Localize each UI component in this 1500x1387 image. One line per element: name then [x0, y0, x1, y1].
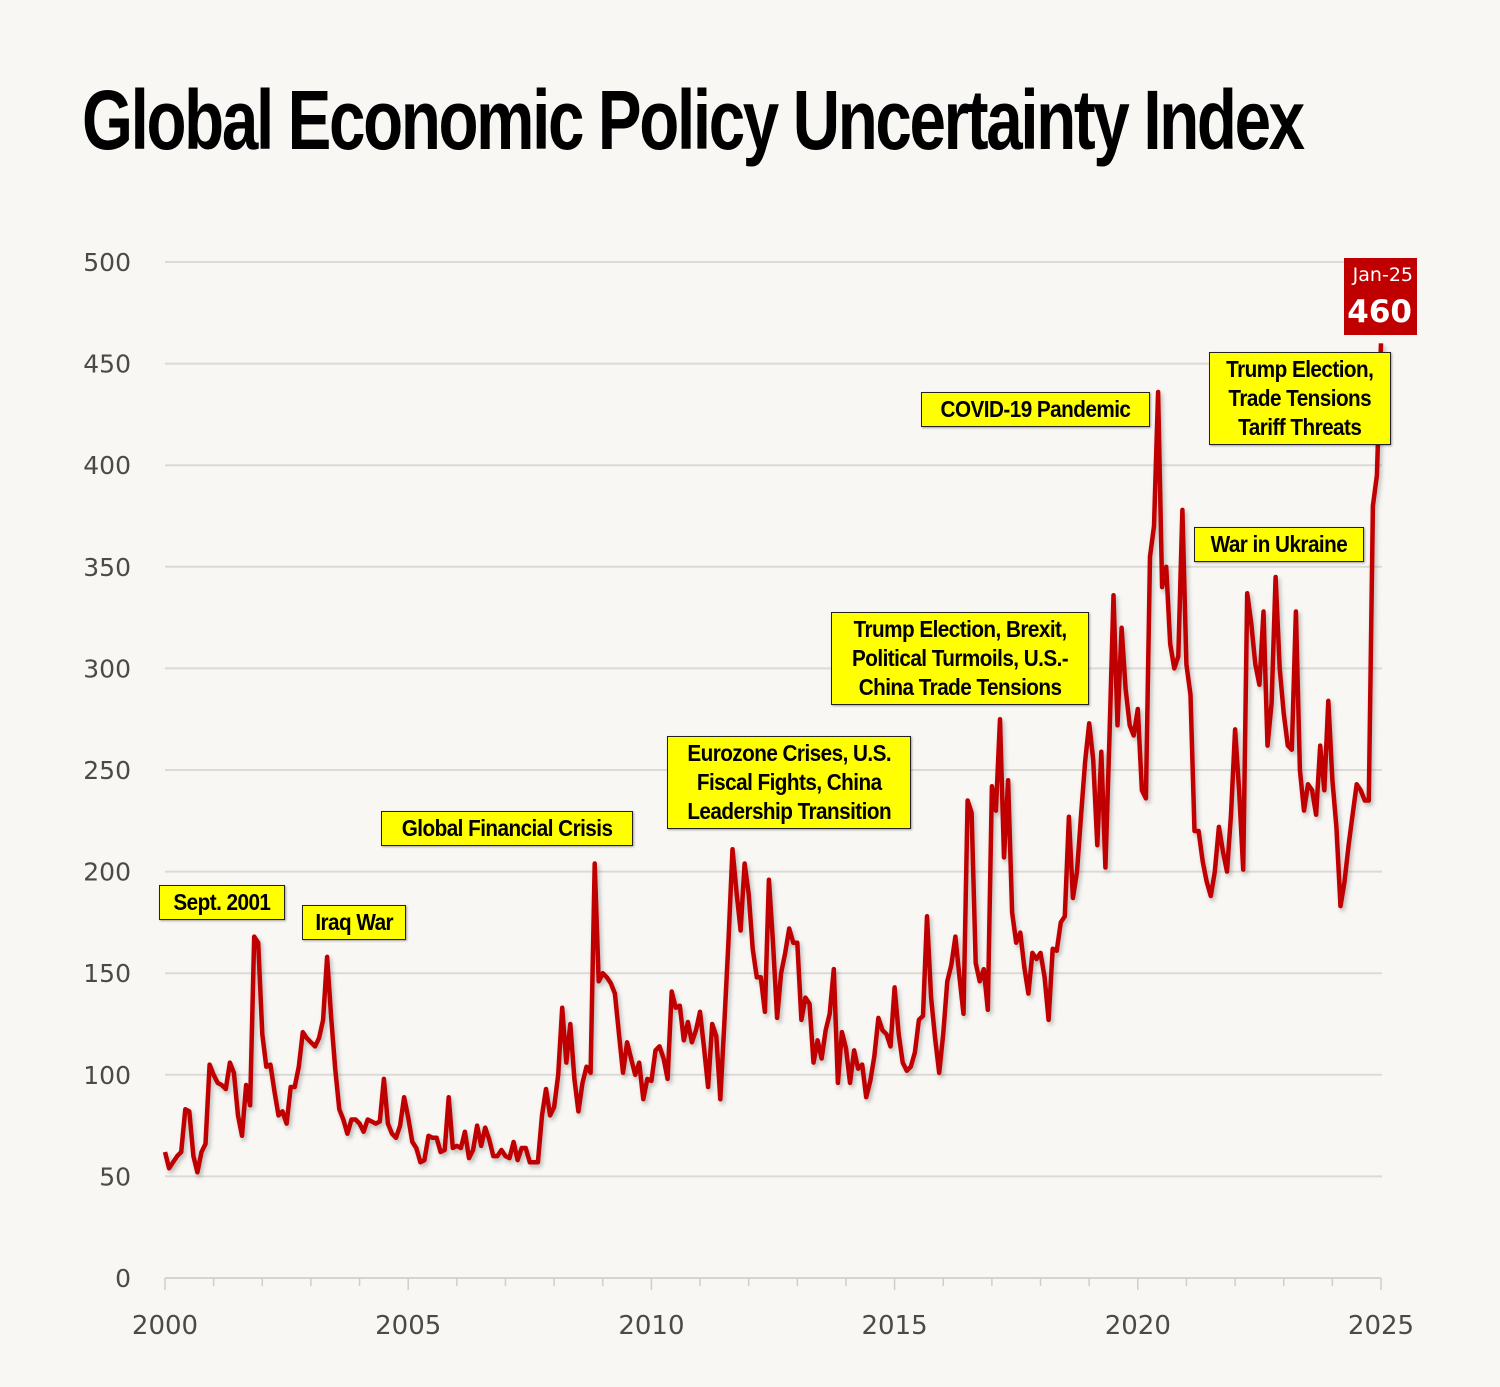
annotation-text: Iraq War — [315, 909, 394, 935]
annotation-text: Sept. 2001 — [173, 889, 271, 915]
y-tick-label: 250 — [83, 756, 131, 785]
y-tick-label: 500 — [83, 248, 131, 277]
annotation-text: Eurozone Crises, U.S. Fiscal Fights, Chi… — [687, 740, 892, 824]
annotation-text: COVID-19 Pandemic — [940, 396, 1131, 422]
annotation-iraq-war: Iraq War — [302, 905, 407, 940]
annotation-text: War in Ukraine — [1210, 531, 1348, 557]
y-tick-label: 150 — [83, 959, 131, 988]
annotation-text: Global Financial Crisis — [401, 815, 613, 841]
annotation-text: Trump Election, Trade Tensions Tariff Th… — [1226, 356, 1374, 440]
x-tick-label: 2015 — [862, 1311, 928, 1341]
y-axis: 0 50 100 150 200 250 300 350 400 450 500 — [83, 248, 131, 1293]
latest-value-callout: Jan-25 460 — [1344, 258, 1417, 335]
x-tick-label: 2010 — [618, 1311, 684, 1341]
annotation-global-financial-crisis: Global Financial Crisis — [381, 811, 634, 846]
annotation-trump-brexit: Trump Election, Brexit, Political Turmoi… — [831, 612, 1090, 705]
callout-value: 460 — [1347, 294, 1412, 330]
annotation-covid-19: COVID-19 Pandemic — [921, 392, 1150, 427]
annotation-eurozone-crises: Eurozone Crises, U.S. Fiscal Fights, Chi… — [667, 736, 912, 829]
y-tick-label: 50 — [99, 1162, 131, 1191]
x-tick-label: 2020 — [1105, 1311, 1171, 1341]
x-tick-label: 2005 — [375, 1311, 441, 1341]
annotation-war-in-ukraine: War in Ukraine — [1194, 527, 1364, 562]
y-tick-label: 300 — [83, 654, 131, 683]
x-tick-label: 2000 — [132, 1311, 198, 1341]
annotation-sept-2001: Sept. 2001 — [159, 885, 285, 920]
y-tick-label: 0 — [115, 1264, 131, 1293]
annotation-trump-tariffs: Trump Election, Trade Tensions Tariff Th… — [1209, 352, 1391, 445]
chart-title: Global Economic Policy Uncertainty Index — [82, 73, 1305, 167]
series-line — [162, 343, 1384, 1175]
y-tick-label: 200 — [83, 858, 131, 887]
annotation-text: Trump Election, Brexit, Political Turmoi… — [852, 616, 1069, 700]
callout-date: Jan-25 — [1352, 264, 1413, 286]
y-tick-label: 400 — [83, 451, 131, 480]
x-axis: 2000 2005 2010 2015 2020 2025 — [132, 1277, 1414, 1341]
x-tick-label: 2025 — [1348, 1311, 1414, 1341]
y-tick-label: 100 — [83, 1061, 131, 1090]
y-tick-label: 350 — [83, 553, 131, 582]
y-tick-label: 450 — [83, 350, 131, 379]
gridlines — [165, 261, 1382, 1178]
